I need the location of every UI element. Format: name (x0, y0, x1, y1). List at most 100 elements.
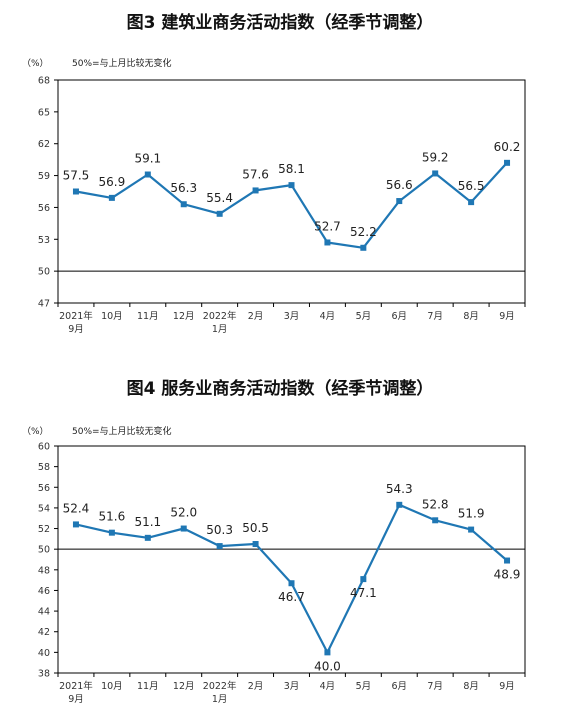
y-tick-label: 62 (38, 139, 50, 150)
x-tick-label: 6月 (391, 681, 407, 692)
data-point-marker (72, 521, 79, 528)
data-label: 52.4 (63, 501, 90, 515)
data-point-marker (252, 187, 259, 194)
x-tick-label: 2022年 (203, 680, 237, 692)
y-tick-label: 60 (38, 442, 50, 453)
plot-frame (57, 79, 526, 304)
data-label: 52.0 (170, 506, 197, 520)
data-label: 47.1 (350, 586, 377, 600)
x-tick-label: 3月 (284, 311, 300, 322)
x-tick-label: 1月 (212, 324, 228, 335)
data-label: 58.1 (278, 162, 305, 176)
data-label: 59.1 (134, 152, 161, 166)
data-point-marker (216, 210, 223, 217)
y-tick-label: 65 (38, 107, 50, 118)
x-tick-label: 8月 (463, 681, 479, 692)
data-point-marker (504, 159, 511, 166)
y-tick-label: 59 (38, 171, 50, 182)
x-tick-label: 10月 (101, 681, 123, 692)
data-point-marker (504, 557, 511, 564)
data-label: 57.5 (63, 169, 90, 183)
chart-2: 图4 服务业商务活动指数（经季节调整） （%） 50%=与上月比较无变化 38 40 42… (22, 378, 526, 705)
data-label: 50.5 (242, 521, 269, 535)
data-label: 54.3 (386, 482, 413, 496)
y-tick-label: 58 (38, 462, 50, 473)
y-tick-label: 38 (38, 669, 50, 680)
x-tick-label: 9月 (68, 324, 84, 335)
y-tick-label: 42 (38, 627, 50, 638)
x-tick-label: 7月 (427, 681, 443, 692)
data-point-marker (108, 194, 115, 201)
y-unit-label: （%） (22, 58, 49, 69)
y-tick-label: 56 (38, 203, 50, 214)
data-point-marker (288, 182, 295, 189)
y-tick-label: 50 (38, 267, 50, 278)
data-point-marker (72, 188, 79, 195)
x-tick-label: 4月 (320, 681, 336, 692)
x-tick-label: 2月 (248, 311, 264, 322)
data-label: 51.6 (99, 510, 126, 524)
data-label: 57.6 (242, 167, 269, 181)
data-point-marker (144, 171, 151, 178)
data-point-marker (180, 201, 187, 208)
data-point-marker (396, 501, 403, 508)
data-label: 51.9 (458, 507, 485, 521)
x-tick-label: 12月 (173, 681, 195, 692)
y-unit-label: （%） (22, 426, 49, 437)
data-label: 56.5 (458, 179, 485, 193)
y-tick-label: 40 (38, 648, 50, 659)
data-point-marker (252, 541, 259, 548)
x-tick-label: 1月 (212, 694, 228, 705)
y-tick-label: 44 (38, 607, 50, 618)
data-label: 59.2 (422, 150, 449, 164)
data-point-marker (432, 170, 439, 177)
data-point-marker (144, 534, 151, 541)
x-tick-label: 12月 (173, 311, 195, 322)
y-tick-label: 47 (38, 299, 50, 310)
data-label: 55.4 (206, 191, 233, 205)
y-tick-label: 46 (38, 586, 50, 597)
chart-title: 图4 服务业商务活动指数（经季节调整） (127, 378, 434, 399)
data-label: 48.9 (494, 568, 521, 582)
data-point-marker (180, 525, 187, 532)
x-tick-label: 7月 (427, 311, 443, 322)
x-tick-label: 5月 (356, 311, 372, 322)
data-label: 46.7 (278, 590, 305, 604)
x-tick-label: 9月 (499, 681, 515, 692)
data-label: 52.2 (350, 225, 377, 239)
y-tick-label: 53 (38, 235, 50, 246)
chart-1: 图3 建筑业商务活动指数（经季节调整） （%） 50%=与上月比较无变化 47 50 53… (22, 12, 526, 335)
x-tick-label: 2月 (248, 681, 264, 692)
data-point-marker (324, 649, 331, 656)
data-point-marker (108, 529, 115, 536)
data-point-marker (216, 543, 223, 550)
data-point-marker (468, 199, 475, 206)
x-tick-label: 2021年 (59, 310, 93, 322)
reference-note: 50%=与上月比较无变化 (72, 425, 172, 437)
data-point-marker (360, 244, 367, 251)
y-tick-label: 48 (38, 565, 50, 576)
reference-note: 50%=与上月比较无变化 (72, 57, 172, 69)
x-tick-label: 5月 (356, 681, 372, 692)
data-point-marker (396, 198, 403, 205)
x-tick-label: 4月 (320, 311, 336, 322)
data-label: 56.9 (99, 175, 126, 189)
data-point-marker (360, 576, 367, 583)
data-label: 52.7 (314, 219, 341, 233)
data-label: 56.3 (170, 181, 197, 195)
data-point-marker (324, 239, 331, 246)
x-tick-label: 8月 (463, 311, 479, 322)
y-tick-label: 54 (38, 503, 50, 514)
y-tick-label: 68 (38, 76, 50, 87)
x-tick-label: 11月 (137, 681, 159, 692)
x-tick-label: 2021年 (59, 680, 93, 692)
x-tick-label: 9月 (68, 694, 84, 705)
data-label: 60.2 (494, 140, 521, 154)
data-label: 51.1 (134, 515, 161, 529)
y-tick-label: 56 (38, 483, 50, 494)
data-label: 40.0 (314, 659, 341, 673)
x-tick-label: 9月 (499, 311, 515, 322)
y-tick-label: 50 (38, 545, 50, 556)
